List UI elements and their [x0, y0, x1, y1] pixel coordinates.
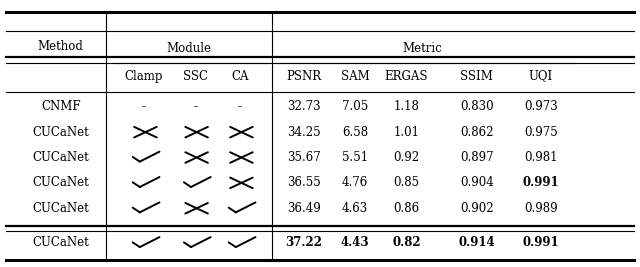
Text: 4.43: 4.43 [341, 237, 369, 249]
Text: ERGAS: ERGAS [385, 70, 428, 83]
Text: 37.22: 37.22 [285, 237, 323, 249]
Text: 0.85: 0.85 [394, 176, 419, 189]
Text: 7.05: 7.05 [342, 100, 369, 113]
Text: CUCaNet: CUCaNet [33, 237, 89, 249]
Text: Module: Module [166, 42, 211, 54]
Text: CUCaNet: CUCaNet [33, 176, 89, 189]
Text: 0.975: 0.975 [524, 126, 557, 139]
Text: 0.914: 0.914 [458, 237, 495, 249]
Text: CUCaNet: CUCaNet [33, 151, 89, 164]
Text: 36.55: 36.55 [287, 176, 321, 189]
Text: -: - [238, 100, 242, 113]
Text: 0.862: 0.862 [460, 126, 493, 139]
Text: PSNR: PSNR [287, 70, 321, 83]
Text: 4.63: 4.63 [342, 202, 369, 215]
Text: 0.902: 0.902 [460, 202, 493, 215]
Text: SSC: SSC [182, 70, 208, 83]
Text: Clamp: Clamp [125, 70, 163, 83]
Text: 1.18: 1.18 [394, 100, 419, 113]
Text: 35.67: 35.67 [287, 151, 321, 164]
Text: 0.989: 0.989 [524, 202, 557, 215]
Text: 0.981: 0.981 [524, 151, 557, 164]
Text: 1.01: 1.01 [394, 126, 419, 139]
Text: 6.58: 6.58 [342, 126, 368, 139]
Text: UQI: UQI [529, 70, 553, 83]
Text: Method: Method [38, 40, 84, 53]
Text: -: - [193, 100, 197, 113]
Text: 5.51: 5.51 [342, 151, 368, 164]
Text: 0.991: 0.991 [522, 237, 559, 249]
Text: 34.25: 34.25 [287, 126, 321, 139]
Text: 0.897: 0.897 [460, 151, 493, 164]
Text: 0.991: 0.991 [522, 176, 559, 189]
Text: SSIM: SSIM [460, 70, 493, 83]
Text: 4.76: 4.76 [342, 176, 369, 189]
Text: CUCaNet: CUCaNet [33, 202, 89, 215]
Text: 32.73: 32.73 [287, 100, 321, 113]
Text: -: - [142, 100, 146, 113]
Text: 0.904: 0.904 [460, 176, 493, 189]
Text: 0.82: 0.82 [392, 237, 420, 249]
Text: 0.830: 0.830 [460, 100, 493, 113]
Text: CA: CA [231, 70, 249, 83]
Text: 0.973: 0.973 [524, 100, 557, 113]
Text: 36.49: 36.49 [287, 202, 321, 215]
Text: SAM: SAM [341, 70, 369, 83]
Text: 0.86: 0.86 [394, 202, 419, 215]
Text: Metric: Metric [403, 42, 442, 54]
Text: CUCaNet: CUCaNet [33, 126, 89, 139]
Text: 0.92: 0.92 [394, 151, 419, 164]
Text: CNMF: CNMF [41, 100, 81, 113]
